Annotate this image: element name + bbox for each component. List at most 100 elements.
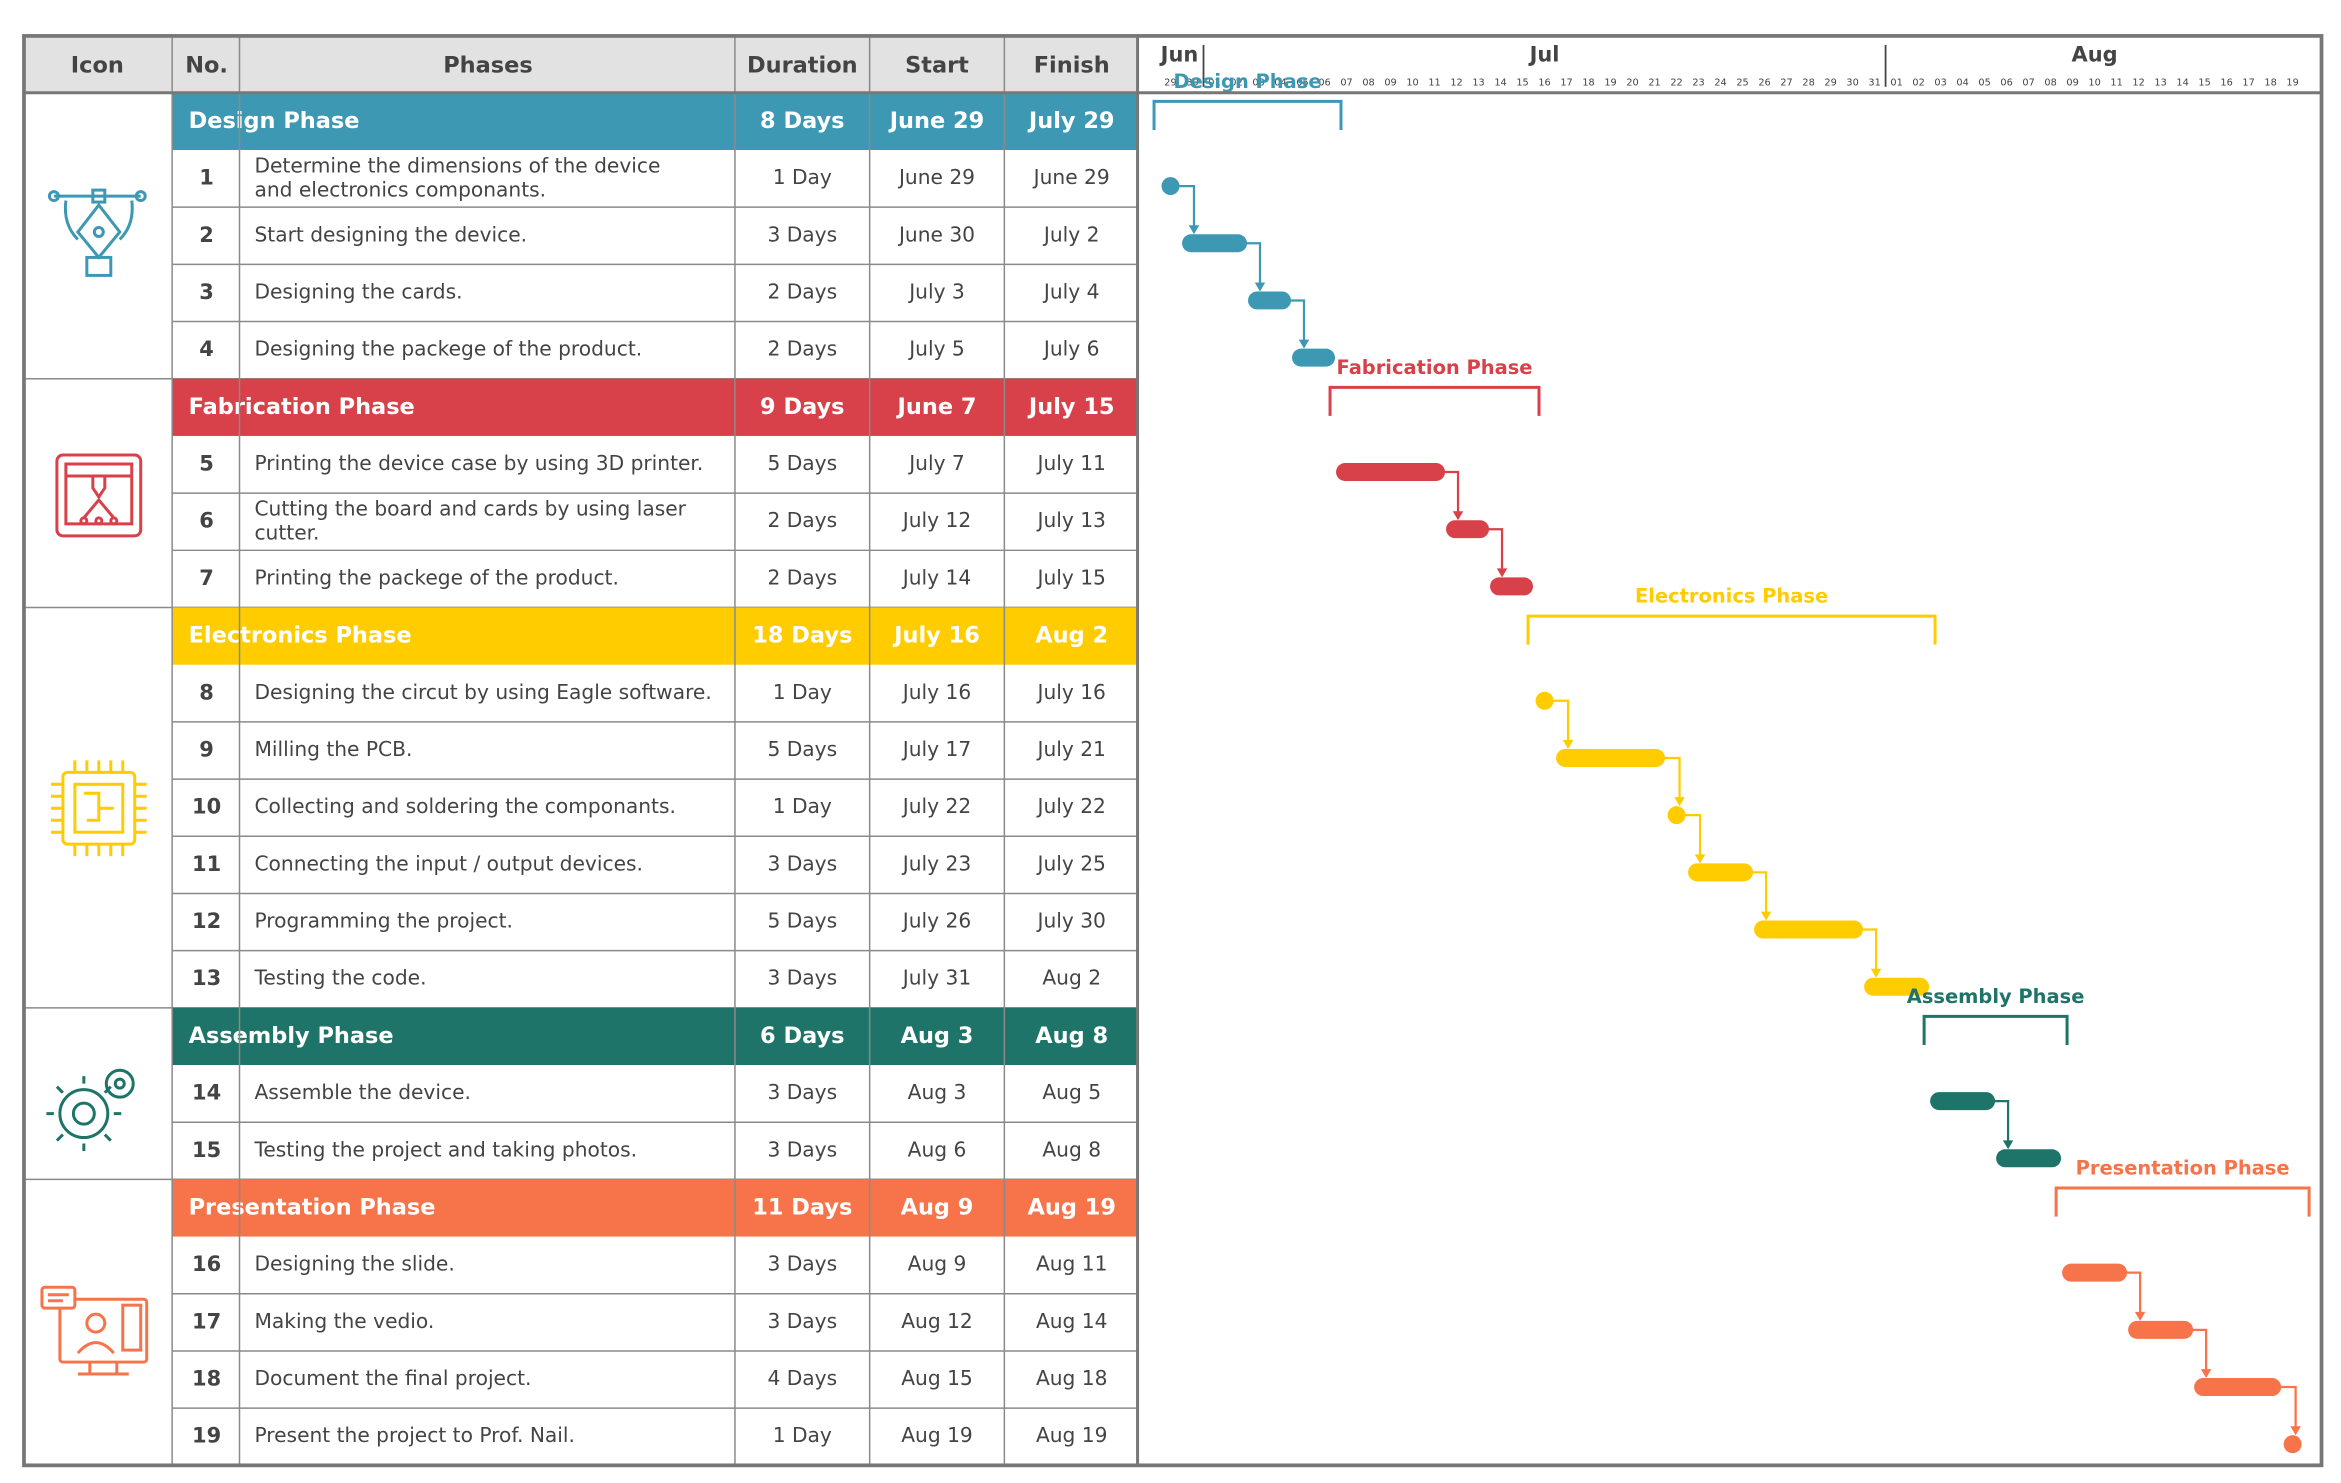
cell-text: 1 Day	[773, 165, 832, 189]
day-label: 05	[1296, 77, 1308, 88]
cell-text: 3 Days	[767, 851, 837, 875]
design-icon	[47, 188, 147, 277]
phase-bracket	[1922, 1014, 2069, 1045]
day-label: 19	[1604, 77, 1616, 88]
dependency-arrow	[2124, 1271, 2142, 1317]
day-label: 06	[1318, 77, 1330, 88]
cell-text: July 16	[1036, 680, 1106, 704]
cell-text: July 21	[1036, 737, 1106, 761]
arrow-head	[1452, 511, 1464, 521]
arrow-head	[1562, 739, 1574, 749]
cell-text: 10	[192, 795, 221, 819]
task-bar	[1688, 863, 1754, 882]
cell-text: 1 Day	[773, 1423, 832, 1447]
phase-bracket	[1152, 99, 1343, 130]
cell-text: 2 Days	[767, 337, 837, 361]
cell-text: July 22	[1036, 794, 1106, 818]
cell-text: 3 Days	[767, 1309, 837, 1333]
cell-text: June 29	[1032, 165, 1110, 189]
cell-text: 5 Days	[767, 737, 837, 761]
month-label: Jul	[1528, 42, 1560, 66]
day-label: 16	[1538, 77, 1550, 88]
cell-text: Aug 8	[1035, 1023, 1108, 1049]
cell-text: July 25	[1036, 851, 1106, 875]
day-label: 01	[1890, 77, 1902, 88]
phase-timeline-label: Fabrication Phase	[1337, 356, 1533, 379]
cell-text: July 5	[907, 337, 965, 361]
cell-text: July 16	[901, 680, 971, 704]
cell-text: June 29	[897, 165, 975, 189]
month-label: Aug	[2072, 42, 2118, 66]
day-label: 31	[1868, 77, 1880, 88]
cell-text: 8	[199, 680, 214, 704]
phase-timeline-label: Electronics Phase	[1635, 585, 1828, 608]
cell-text: Assembly Phase	[189, 1023, 394, 1049]
dependency-arrow	[1243, 242, 1262, 287]
cell-text: Present the project to Prof. Nail.	[254, 1423, 574, 1447]
cell-text: July 7	[907, 451, 965, 475]
day-label: 24	[1714, 77, 1726, 88]
cell-text: Aug 3	[901, 1023, 974, 1049]
cell-text: July 2	[1042, 222, 1100, 246]
day-label: 28	[1802, 77, 1814, 88]
day-label: 04	[1274, 77, 1286, 88]
task-bar	[1336, 463, 1446, 481]
day-label: 02	[1230, 77, 1242, 88]
day-label: 01	[1208, 77, 1220, 88]
day-label: 25	[1736, 77, 1748, 88]
day-label: 12	[1450, 77, 1462, 88]
phase-row	[172, 378, 1138, 436]
phase-row	[172, 92, 1138, 150]
cell-text: 2 Days	[767, 565, 837, 589]
cell-text: 11	[192, 852, 221, 876]
cell-text: 4 Days	[767, 1366, 837, 1390]
cell-text: Aug 18	[1036, 1366, 1108, 1390]
task-bar	[1292, 348, 1335, 367]
cell-text: July 6	[1042, 337, 1100, 361]
cell-text: Designing the circut by using Eagle soft…	[254, 680, 711, 704]
cell-text: 14	[192, 1081, 221, 1105]
day-label: 10	[2088, 77, 2100, 88]
day-label: 08	[1362, 77, 1374, 88]
cell-text: 16	[192, 1252, 221, 1276]
cell-text: Aug 2	[1042, 966, 1101, 990]
cell-text: July 23	[901, 851, 971, 875]
cell-text: Aug 9	[908, 1252, 967, 1276]
cell-text: 5	[199, 452, 214, 476]
day-label: 13	[1472, 77, 1484, 88]
cell-text: Determine the dimensions of the device an…	[254, 153, 660, 201]
cell-text: Designing the packege of the product.	[254, 337, 642, 361]
column-header: Start	[905, 52, 969, 78]
cell-text: 9 Days	[760, 394, 844, 420]
phase-bracket	[1328, 385, 1541, 416]
cell-text: 3 Days	[767, 1137, 837, 1161]
day-label: 27	[1780, 77, 1792, 88]
assembly-icon	[46, 1068, 135, 1152]
task-bar	[1930, 1092, 1996, 1111]
arrow-head	[1298, 339, 1310, 349]
cell-text: 4	[199, 337, 214, 361]
day-label: 08	[2044, 77, 2056, 88]
cell-text: 8 Days	[760, 108, 844, 134]
cell-text: 7	[199, 566, 214, 590]
phase-row	[172, 1179, 1138, 1237]
day-label: 23	[1692, 77, 1704, 88]
day-label: 30	[1846, 77, 1858, 88]
arrow-head	[1760, 911, 1772, 921]
dependency-arrow	[1860, 928, 1878, 974]
cell-text: 3 Days	[767, 966, 837, 990]
cell-text: 6 Days	[760, 1023, 844, 1049]
task-milestone	[1535, 691, 1554, 710]
dependency-arrow	[2190, 1328, 2208, 1374]
cell-text: 13	[192, 966, 221, 990]
cell-text: Presentation Phase	[189, 1194, 436, 1220]
cell-text: 18 Days	[752, 623, 852, 649]
cell-text: Aug 8	[1042, 1137, 1101, 1161]
cell-text: July 22	[901, 794, 971, 818]
cell-text: Printing the packege of the product.	[254, 565, 618, 589]
arrow-head	[1188, 225, 1200, 235]
cell-text: 18	[192, 1367, 221, 1391]
cell-text: July 15	[1027, 394, 1115, 420]
cell-text: July 31	[901, 966, 971, 990]
